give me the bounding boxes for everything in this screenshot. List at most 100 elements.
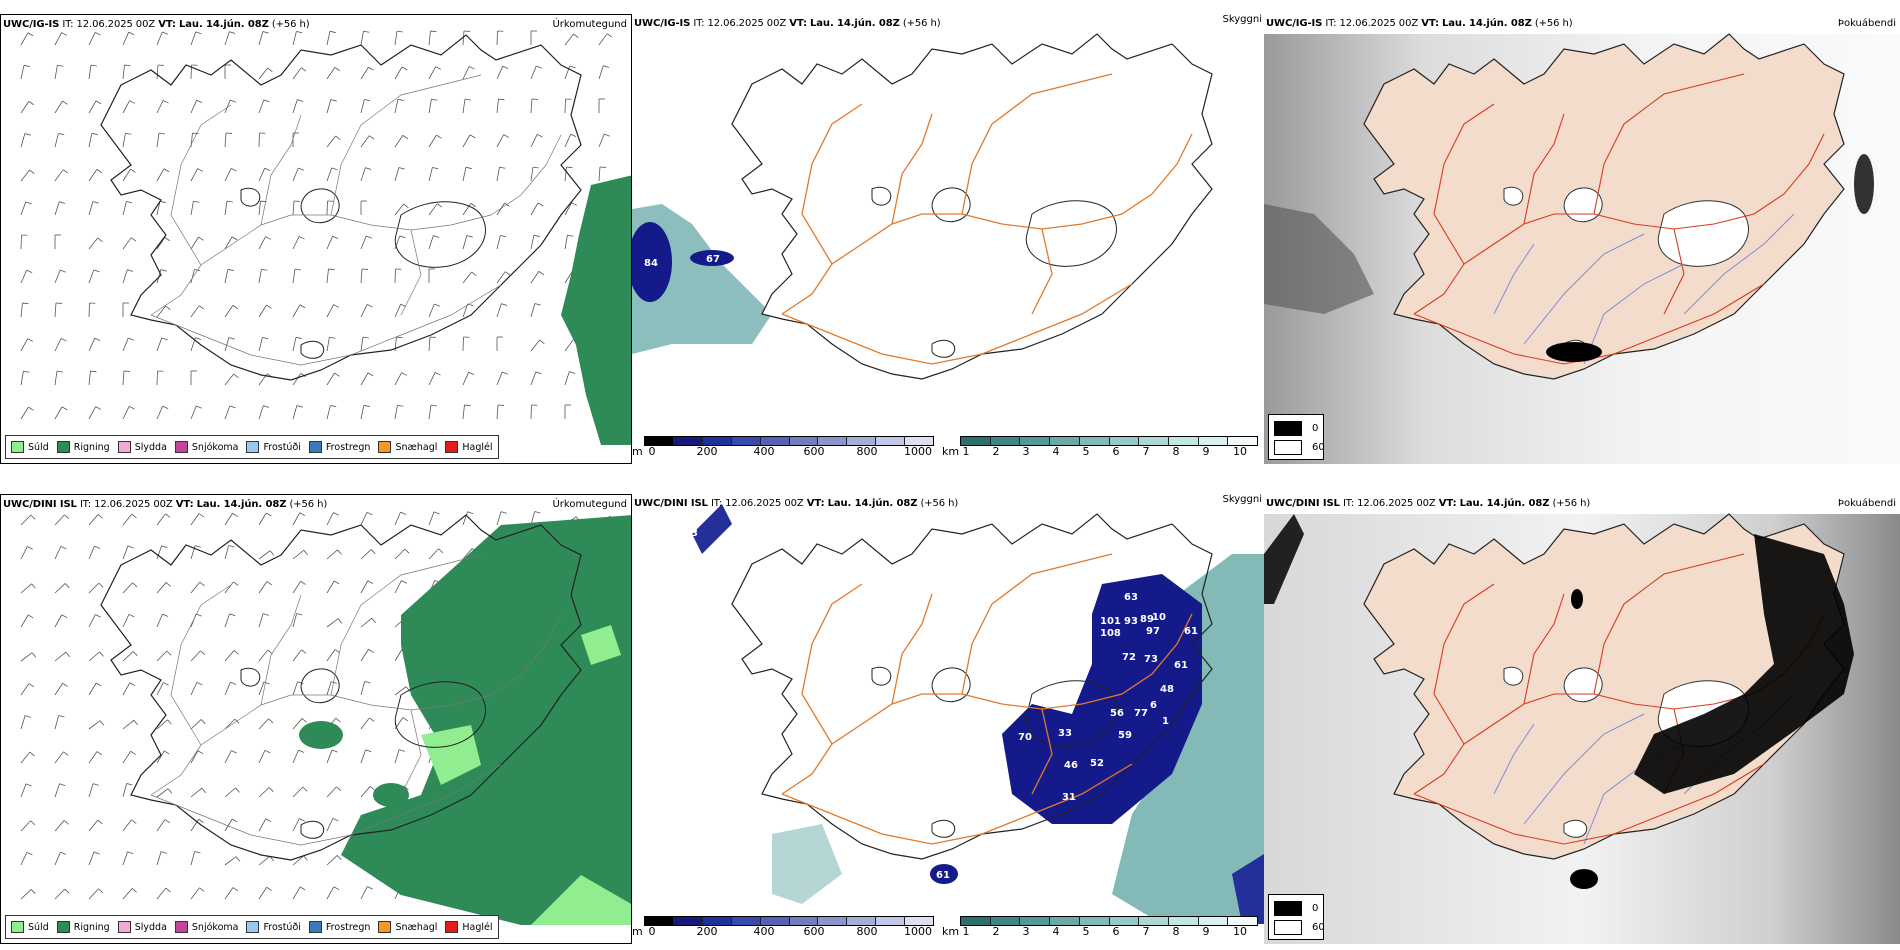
wind-barb-flag	[267, 649, 273, 655]
wind-barb	[54, 514, 65, 526]
wind-barb-flag	[537, 202, 544, 207]
wind-barb-flag	[165, 887, 171, 893]
wind-barb	[530, 303, 536, 318]
wind-barb	[360, 31, 364, 46]
wind-barb	[496, 271, 506, 284]
wind-barb	[326, 549, 338, 560]
legend-swatch	[308, 921, 322, 933]
wind-barb	[20, 783, 27, 798]
wind-barb	[54, 683, 63, 696]
wind-barb-flag	[199, 581, 205, 587]
wind-barb-flag	[24, 133, 31, 136]
wind-barb-flag	[438, 548, 444, 554]
wind-barb	[20, 338, 28, 352]
wind-barb-flag	[165, 513, 171, 518]
wind-barb-flag	[95, 614, 101, 618]
wind-barb	[224, 545, 230, 560]
wind-barb-flag	[330, 405, 337, 408]
wind-barb-flag	[162, 405, 169, 410]
colorbar-unit: km	[942, 925, 960, 938]
wind-barb	[598, 167, 601, 182]
colorbar-tick: 600	[803, 925, 825, 938]
wind-barb-flag	[124, 64, 131, 67]
wind-barb	[224, 201, 228, 216]
wind-barb	[20, 751, 31, 764]
visibility-label: 108	[1100, 628, 1121, 639]
legend-item: Haglél	[445, 921, 493, 933]
wind-barb-flag	[231, 236, 238, 241]
wind-barb-flag	[56, 370, 63, 373]
wind-barb-flag	[333, 304, 340, 308]
wind-barb-flag	[128, 31, 135, 36]
wind-barb-flag	[298, 167, 304, 171]
visibility-label: 61	[1174, 660, 1188, 671]
wind-barb-flag	[130, 750, 136, 755]
wind-barb-flag	[298, 749, 305, 753]
wind-barb	[54, 851, 61, 866]
low-cloud-area	[692, 504, 732, 554]
wind-barb	[292, 581, 301, 594]
wind-barb-flag	[336, 855, 342, 861]
wind-barb	[462, 134, 471, 148]
wind-barb-flag	[470, 203, 477, 208]
fog-dense-area	[1854, 154, 1874, 214]
wind-barb-flag	[128, 613, 135, 618]
wind-barb	[292, 337, 297, 352]
legend-item: Frostúði	[246, 441, 301, 453]
colorbar-tick: 9	[1202, 925, 1210, 938]
wind-barb-flag	[30, 820, 36, 826]
wind-barb	[20, 169, 30, 182]
colorbar-tick: 7	[1142, 445, 1150, 458]
wind-barb	[428, 66, 436, 80]
wind-barb	[190, 819, 199, 832]
wind-barb	[122, 545, 129, 560]
wind-barb-flag	[28, 683, 35, 688]
panel-title: Þokuábendi	[1837, 18, 1896, 29]
wind-barb	[360, 749, 366, 764]
wind-barb	[224, 405, 231, 420]
wind-barb-flag	[194, 545, 201, 548]
wind-barb	[54, 65, 58, 80]
wind-barb-flag	[229, 31, 236, 34]
wind-barb-flag	[369, 717, 375, 722]
wind-barb	[156, 406, 164, 420]
visibility-label: 97	[1146, 626, 1160, 637]
wind-barb	[326, 512, 334, 526]
wind-barb-flag	[330, 99, 337, 102]
wind-barb	[122, 100, 130, 114]
wind-barb-flag	[128, 406, 135, 410]
fog-dense-area	[1264, 204, 1374, 314]
wind-barb	[224, 373, 234, 386]
wind-barb-flag	[434, 372, 441, 376]
wind-barb-flag	[196, 99, 203, 104]
wind-barb	[20, 303, 23, 318]
wind-barb	[394, 372, 402, 386]
wind-barb	[88, 545, 95, 560]
wind-barb	[20, 101, 30, 114]
wind-barb-flag	[436, 203, 443, 208]
visibility-area	[1112, 554, 1264, 924]
wind-barb-flag	[433, 235, 440, 238]
wind-barb-flag	[231, 750, 237, 754]
colorbar-tick: 800	[856, 445, 878, 458]
wind-barb-flag	[464, 404, 471, 407]
legend-swatch	[1274, 440, 1302, 455]
wind-barb	[54, 546, 62, 560]
wind-barb	[54, 715, 60, 730]
wind-barb	[88, 514, 99, 526]
legend-swatch	[378, 921, 392, 933]
wind-barb-flag	[164, 750, 170, 755]
wind-barb-flag	[298, 236, 305, 240]
visibility-label: 101	[1100, 616, 1121, 627]
wind-barb-flag	[434, 303, 440, 307]
wind-barb-flag	[165, 582, 171, 587]
wind-barb-flag	[22, 302, 29, 305]
wind-barb	[292, 649, 302, 662]
wind-barb-flag	[24, 715, 31, 718]
wind-barb-flag	[398, 749, 405, 752]
wind-barb-flag	[64, 583, 70, 589]
wind-barb-flag	[328, 268, 335, 271]
wind-barb	[20, 652, 33, 662]
wind-barb	[394, 749, 400, 764]
wind-barb	[564, 33, 574, 46]
